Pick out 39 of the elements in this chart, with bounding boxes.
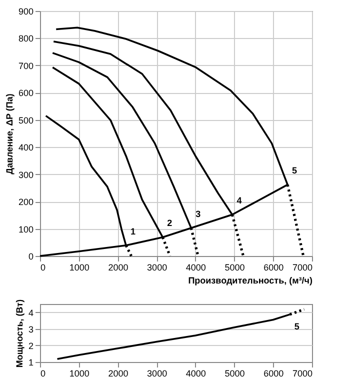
y-tick-label: 3: [28, 324, 34, 334]
y-tick-label: 2: [28, 340, 34, 351]
annotation: 3: [196, 208, 201, 219]
x-tick-label: 7000: [292, 368, 312, 378]
annotation: 5: [294, 321, 300, 332]
x-tick-label: 0: [40, 368, 46, 378]
x-tick-label: 4000: [186, 262, 206, 272]
x-tick-label: 4000: [186, 368, 206, 378]
y-tick-label: 900: [18, 6, 34, 16]
y-tick-label: 300: [18, 170, 34, 180]
x-tick-label: 5000: [224, 368, 245, 378]
x-tick-label: 1000: [69, 368, 90, 378]
annotation: 4: [236, 196, 242, 206]
y-tick-label: 400: [18, 142, 34, 153]
x-tick-label: 5000: [224, 262, 245, 272]
y-tick-label: 600: [18, 88, 34, 98]
y-tick-label: 700: [18, 60, 34, 71]
x-tick-label: 7000: [292, 262, 312, 272]
x-tick-label: 2000: [108, 368, 128, 378]
y-tick-label: 500: [18, 115, 34, 126]
x-tick-label: 6000: [264, 262, 284, 272]
annotation: 1: [130, 226, 136, 236]
y-axis-title: Давление, ΔP (Па): [4, 94, 14, 174]
x-tick-label: 3000: [147, 368, 168, 378]
x-tick-label: 2000: [108, 262, 128, 272]
y-tick-label: 200: [18, 197, 34, 208]
x-tick-label: 1000: [69, 262, 90, 272]
annotation: 2: [167, 218, 172, 228]
y-tick-label: 800: [18, 34, 34, 44]
y-tick-label: 4: [28, 308, 34, 318]
y-tick-label: 0: [28, 252, 34, 262]
annotation: 5: [292, 166, 298, 176]
y-tick-label: 100: [18, 224, 34, 234]
x-tick-label: 0: [40, 262, 46, 272]
x-axis-title: Производительность, (м³/ч): [188, 276, 312, 286]
x-tick-label: 3000: [147, 262, 168, 272]
x-tick-label: 6000: [264, 368, 284, 378]
y-tick-label: 1: [28, 358, 34, 368]
y-axis-title: Мощность, (Вт): [14, 299, 24, 368]
